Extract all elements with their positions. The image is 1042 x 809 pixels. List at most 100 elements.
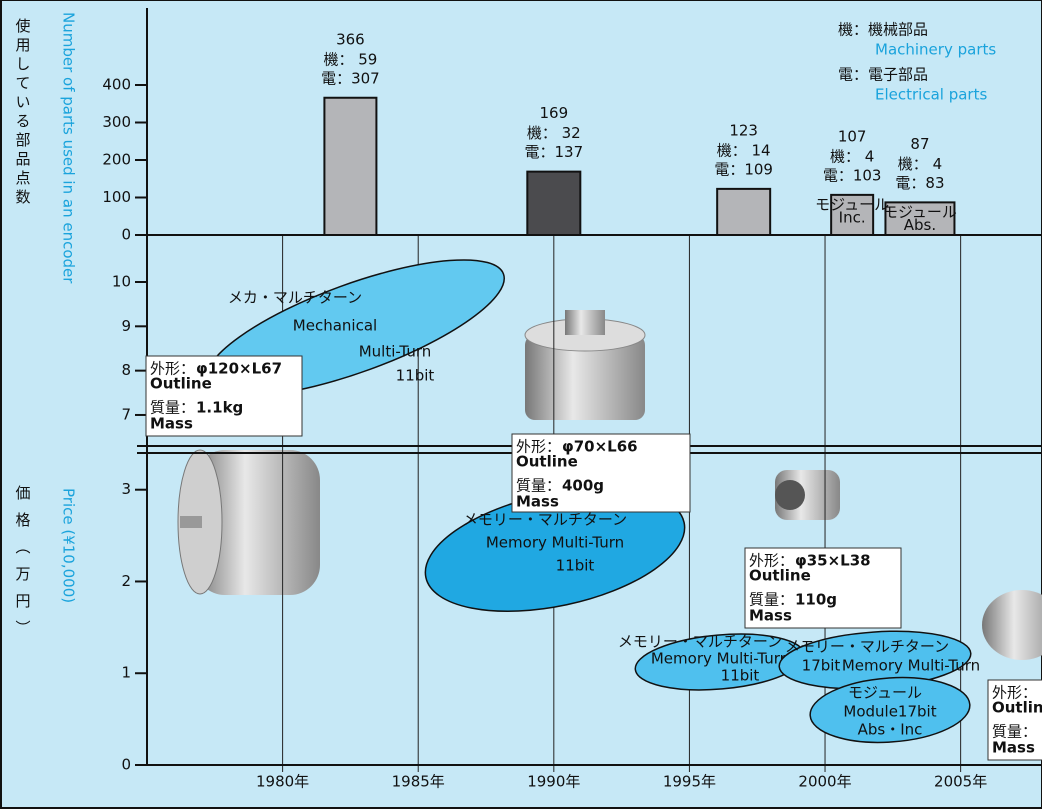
x-tick-label: 2005年 [934,773,987,791]
spec-mass-en: Mass [749,607,792,625]
spec-outline-label: 外形： [992,684,1037,702]
product-label: Memory Multi-Turn [651,650,789,668]
spec-mass: 110g [795,591,837,609]
y-tick-label: 9 [121,317,131,335]
bar [830,193,875,236]
y-tick-label: 2 [121,572,131,590]
y-tick-label: 0 [121,226,131,244]
bar-part-label: 機： 32 [527,124,581,142]
bar-part-label: 機： 14 [717,141,771,159]
bar-part-label: 機： 4 [830,147,874,165]
x-tick-label: 2000年 [798,773,851,791]
y-axis-title: 価格（万円） [14,485,32,647]
bar-part-label: 電：137 [524,143,583,161]
spec-mass-label: 質量： [516,477,561,495]
y-tick-label: 1 [121,664,131,682]
bar-total-label: 366 [336,30,365,48]
bar-total-label: 107 [838,127,867,145]
spec-box [511,433,691,513]
y-tick-label: 400 [102,76,131,94]
spec-outline-label: 外形： [150,360,195,378]
legend-entry-en: Electrical parts [875,86,987,104]
spec-outline-en: Outline [150,375,212,393]
spec-outline: φ35×L38 [795,552,871,570]
bar-total-label: 123 [729,121,758,139]
y-axis-title-en: Price (¥10,000) [60,488,78,603]
product-label: メモリー・マルチターン [463,511,627,529]
photo-encoder-4 [982,590,1042,660]
bar [716,187,772,236]
spec-mass-en: Mass [992,739,1035,757]
spec-mass: 1.1kg [196,399,243,417]
bar [526,170,582,236]
y-tick-label: 0 [121,756,131,774]
bar-annotation: モジュール [883,203,957,221]
spec-outline-en: Outline [992,699,1042,717]
product-label: Memory Multi-Turn [486,534,624,552]
legend-entry-en: Machinery parts [875,41,996,59]
y-tick-label: 200 [102,151,131,169]
product-label: メモリー・マルチターン [785,638,949,656]
product-label: モジュール [848,684,922,702]
bar-part-label: 機： 4 [898,155,942,173]
spec-outline-en: Outline [749,567,811,585]
y-tick-label: 100 [102,188,131,206]
y-tick-label: 7 [121,405,131,423]
spec-outline-label: 外形： [749,552,794,570]
x-tick-label: 1995年 [663,773,716,791]
bar [323,96,378,236]
product-label: メモリー・マルチターン [618,633,782,651]
product-label: 11bit [396,367,435,385]
bar-total-label: 87 [910,135,929,153]
y-axis-title: 使用している部品点数 [14,18,32,208]
product-label: 17bit [802,657,841,675]
product-label: Abs・Inc [858,721,923,739]
spec-outline-en: Outline [516,453,578,471]
product-label: Module17bit [843,703,936,721]
bar-part-label: 電：83 [895,174,944,192]
spec-box [744,547,902,629]
bar [884,201,956,236]
product-ellipse [809,676,971,744]
bar-annotation: Abs. [904,216,936,234]
bar-part-label: 電：109 [714,160,773,178]
bar-part-label: 電：103 [823,166,882,184]
spec-mass-label: 質量： [992,723,1037,741]
product-label: Memory Multi-Turn [842,657,980,675]
y-axis-title-en: Number of parts used in an encoder [60,12,78,284]
bar-annotation: Inc. [839,208,866,226]
spec-mass-label: 質量： [749,591,794,609]
y-tick-label: 3 [121,480,131,498]
spec-mass-label: 質量： [150,399,195,417]
bar-annotation: モジュール [815,195,889,213]
spec-mass: 400g [562,477,604,495]
product-label: Mechanical [293,317,377,335]
photos [177,310,1042,660]
photo-encoder-1 [177,449,320,595]
bar-total-label: 169 [539,104,568,122]
product-label: 11bit [721,667,760,685]
photo-encoder-2 [524,310,646,420]
y-tick-label: 8 [121,361,131,379]
product-label: Multi-Turn [359,343,432,361]
legend-entry: 電：電子部品 [838,66,928,84]
bar-part-label: 機： 59 [323,50,377,68]
product-label: 11bit [556,557,595,575]
product-label: メカ・マルチターン [228,289,362,307]
spec-outline-label: 外形： [516,438,561,456]
x-tick-label: 1980年 [256,773,309,791]
photo-encoder-3 [775,470,840,520]
legend-entry: 機：機械部品 [838,21,928,39]
spec-mass-en: Mass [516,493,559,511]
x-tick-label: 1985年 [392,773,445,791]
spec-box [145,355,303,437]
y-tick-label: 300 [102,113,131,131]
bar-part-label: 電：307 [321,69,380,87]
spec-mass-en: Mass [150,415,193,433]
spec-outline: φ120×L67 [196,360,282,378]
spec-box [987,679,1042,761]
spec-outline: φ70×L66 [562,438,638,456]
x-tick-label: 1990年 [527,773,580,791]
